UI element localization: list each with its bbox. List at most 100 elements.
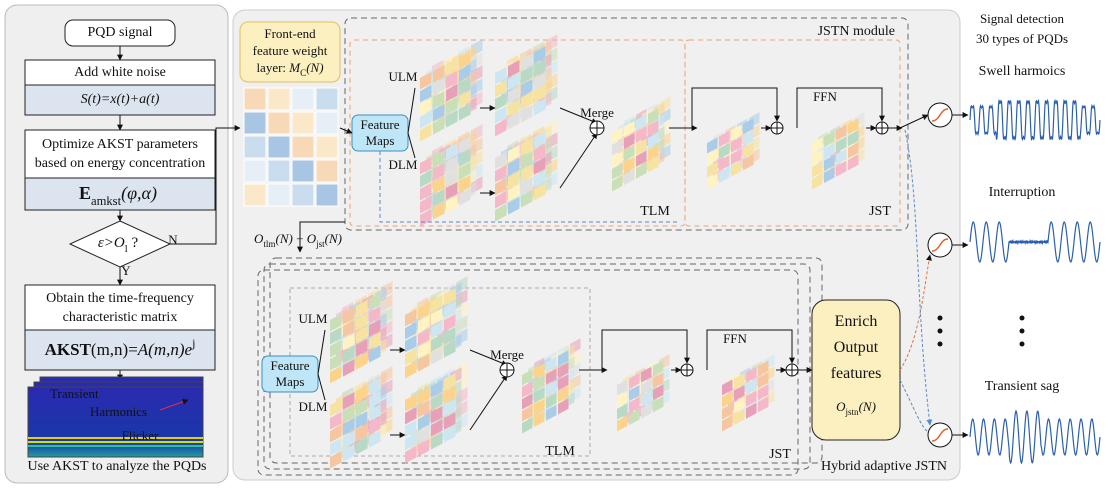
feature-cell: [343, 306, 355, 325]
feature-map: [330, 378, 381, 469]
feature-cell: [848, 154, 859, 171]
label: Feature: [361, 117, 400, 132]
feature-cell: [495, 105, 507, 124]
waveform: [969, 409, 1101, 465]
feature-cell: [522, 417, 533, 434]
feature-cell: [722, 415, 733, 432]
feature-cell: [433, 188, 445, 207]
text-part: Front-end: [264, 26, 316, 41]
feature-cell: [848, 130, 859, 147]
feature-cell: [722, 403, 733, 420]
feature-map: [522, 350, 569, 434]
feature-cell: [546, 356, 557, 373]
feature-cell: [444, 288, 456, 306]
feature-map: [405, 373, 456, 464]
feature-cell: [534, 72, 546, 90]
text-part: Y: [121, 263, 131, 278]
feature-cell: [521, 164, 533, 182]
feature-map: [495, 46, 546, 137]
feature-cell: [446, 97, 458, 115]
feature-cell: [508, 72, 520, 91]
label: features: [831, 365, 882, 382]
feature-cell: [433, 90, 445, 109]
feature-cell: [431, 393, 443, 411]
label: Output: [834, 339, 879, 356]
weight-cell: [291, 159, 315, 183]
feature-cell: [624, 121, 635, 138]
feature-cell: [624, 169, 635, 186]
feature-cell: [653, 372, 664, 389]
text-part: Feature: [271, 358, 310, 373]
feature-cell: [444, 340, 456, 358]
feature-cell: [431, 295, 443, 313]
feature-cell: [495, 177, 507, 196]
feature-map: [420, 136, 471, 227]
feature-cell: [369, 391, 381, 409]
feature-cell: [758, 360, 769, 377]
text-part: PQD signal: [88, 25, 153, 40]
arrow: [170, 125, 241, 245]
text-part: Feature: [361, 117, 400, 132]
feature-cell: [612, 151, 623, 168]
feature-cell: [369, 417, 381, 435]
label: Harmonics: [90, 404, 147, 419]
feature-cell: [824, 131, 835, 148]
label: Hybrid adaptive JSTN: [821, 459, 947, 474]
step-box: [24, 129, 216, 179]
feature-cell: [330, 352, 342, 371]
sigmoid: [931, 428, 949, 442]
equation-box: [24, 329, 216, 371]
feature-cell: [746, 402, 757, 419]
text-part: Signal detection: [980, 11, 1065, 26]
label: Flicker: [122, 428, 159, 443]
feature-cell: [431, 347, 443, 365]
feature-cell: [521, 92, 533, 110]
arrow: [407, 132, 416, 159]
feature-cell: [812, 137, 823, 154]
feature-cell: [444, 386, 456, 404]
text-part: jst: [315, 239, 325, 249]
feature-cell: [534, 363, 545, 380]
feature-cell: [356, 398, 368, 416]
feature-cell: [617, 415, 628, 432]
text-part: layer:: [256, 60, 289, 75]
feature-cell: [521, 79, 533, 97]
feature-cell: [420, 182, 432, 201]
label: JSTN module: [818, 24, 895, 39]
plus: [500, 363, 514, 377]
feature-cell: [824, 167, 835, 184]
feature-cell: [617, 403, 628, 420]
arrow: [339, 127, 353, 134]
label: Maps: [366, 133, 395, 148]
feature-cell: [836, 124, 847, 141]
weight-cell: [267, 135, 291, 159]
connector: [899, 379, 929, 433]
sigmoid: [931, 238, 949, 252]
feature-cell: [534, 85, 546, 103]
feature-cell: [743, 130, 754, 147]
label: TLM: [640, 204, 670, 219]
text-part: O: [836, 399, 846, 414]
feature-cell: [459, 103, 471, 121]
feature-cell: [629, 373, 640, 390]
feature-cell: [734, 397, 745, 414]
text-part: S(t)=x(t)+a(t): [81, 92, 160, 107]
feature-cell: [521, 151, 533, 169]
equation-box: [24, 177, 216, 211]
text-part: Interruption: [989, 185, 1056, 200]
text-part: Harmonics: [90, 404, 147, 419]
arrow: [899, 114, 929, 129]
feature-cell: [521, 177, 533, 195]
feature-cell: [648, 132, 659, 149]
plus: [771, 122, 783, 134]
feature-cell: [433, 162, 445, 181]
step-box: [24, 284, 216, 331]
feature-cell: [343, 319, 355, 338]
feature-cell: [431, 308, 443, 326]
feature-cell: [418, 399, 430, 418]
feature-cell: [343, 417, 355, 436]
feature-map: [812, 118, 859, 190]
feature-cell: [546, 380, 557, 397]
feature-cell: [446, 143, 458, 161]
feature-cell: [546, 404, 557, 421]
